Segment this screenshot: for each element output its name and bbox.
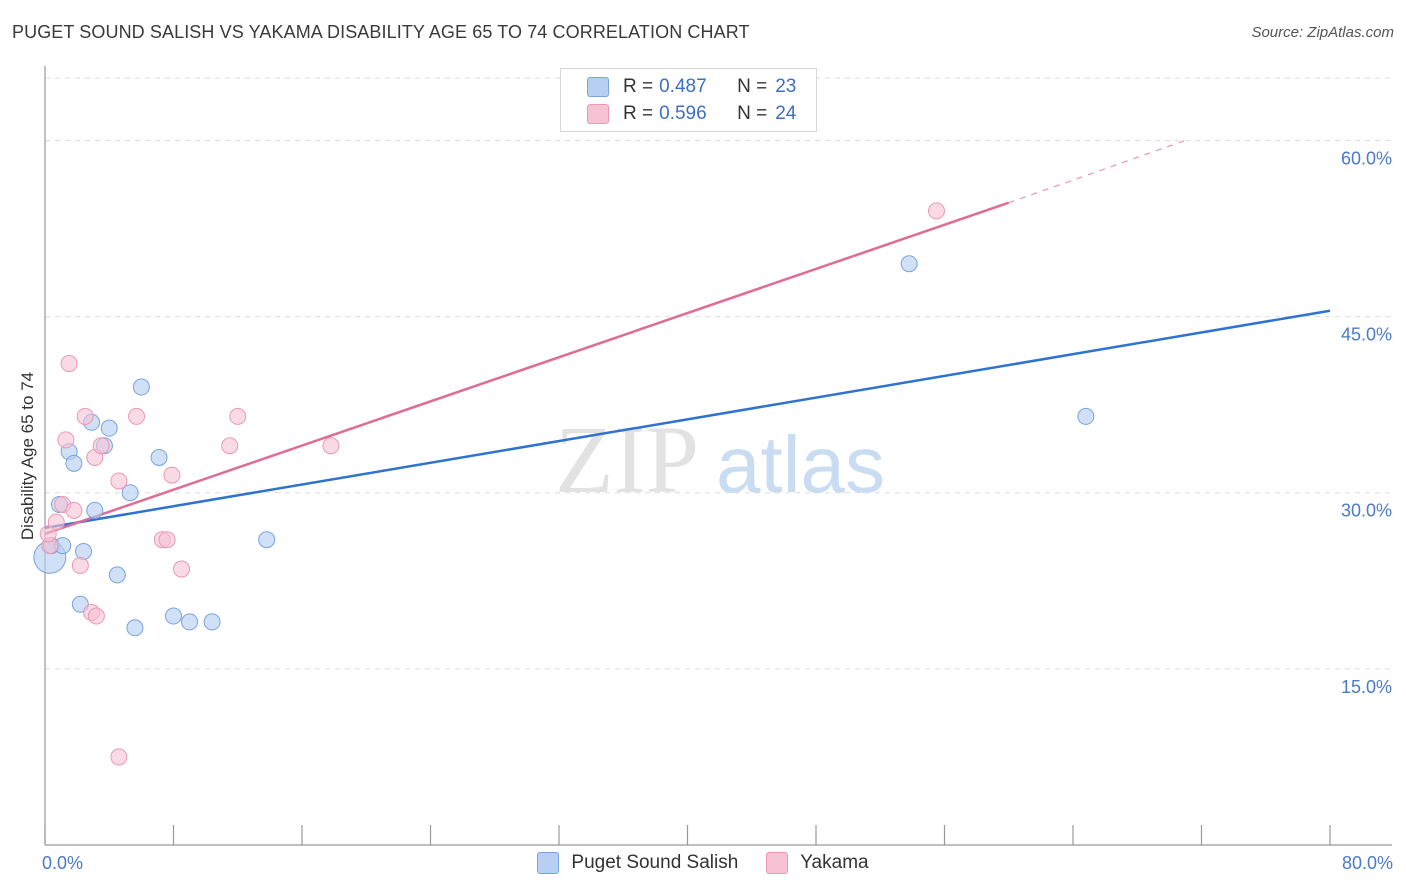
y-tick-label: 30.0% xyxy=(1341,501,1392,521)
watermark: ZIP atlas xyxy=(555,406,885,513)
series-swatch-yakama xyxy=(766,852,789,874)
legend-r-label: R = xyxy=(623,76,654,97)
point-puget xyxy=(165,607,182,625)
legend-r-label: R = xyxy=(623,103,654,124)
point-yakama xyxy=(39,525,57,543)
point-yakama xyxy=(322,437,340,455)
point-puget xyxy=(900,255,918,273)
point-yakama xyxy=(60,355,78,373)
legend-n-label: N = xyxy=(737,103,768,124)
tick-labels: 15.0% 30.0% 45.0% 60.0% 0.0% 80.0% xyxy=(42,148,1393,873)
point-yakama xyxy=(927,202,945,220)
point-puget xyxy=(126,619,144,637)
axes xyxy=(44,66,1392,846)
point-yakama xyxy=(76,407,94,425)
series-swatch-puget xyxy=(537,852,560,874)
grid-lines xyxy=(45,77,1392,670)
y-tick-label: 45.0% xyxy=(1341,325,1392,345)
x-tick-label: 0.0% xyxy=(42,853,83,873)
point-puget xyxy=(150,449,168,466)
y-axis-label: Disability Age 65 to 74 xyxy=(18,372,37,540)
point-yakama xyxy=(221,437,239,455)
point-yakama xyxy=(92,437,110,455)
series-legend-item-yakama[interactable]: Yakama xyxy=(766,852,869,874)
legend-n-value: 23 xyxy=(775,76,797,97)
series-legend: Puget Sound Salish Yakama xyxy=(0,852,1406,874)
legend-swatch-yakama xyxy=(587,104,609,124)
point-puget xyxy=(1077,407,1095,425)
point-yakama xyxy=(47,513,65,531)
point-yakama xyxy=(71,557,89,575)
point-puget xyxy=(121,484,139,502)
legend-n-label: N = xyxy=(737,76,768,97)
point-puget xyxy=(75,542,93,560)
legend: R = 0.487 N = 23 R = 0.596 N = 24 xyxy=(560,68,817,132)
point-puget xyxy=(108,566,126,584)
legend-row-puget: R = 0.487 N = 23 xyxy=(561,74,796,100)
y-tick-label: 60.0% xyxy=(1341,148,1392,168)
legend-row-yakama: R = 0.596 N = 24 xyxy=(561,101,796,127)
trend-line-puget xyxy=(44,309,1331,530)
point-yakama xyxy=(173,560,191,578)
point-puget xyxy=(100,419,118,437)
legend-swatch-puget xyxy=(587,77,609,97)
legend-r-value: 0.487 xyxy=(659,76,707,97)
trend-lines xyxy=(44,139,1331,536)
point-puget xyxy=(258,531,276,549)
point-puget xyxy=(181,613,199,631)
chart-title: PUGET SOUND SALISH VS YAKAMA DISABILITY … xyxy=(12,22,750,42)
point-yakama xyxy=(110,748,128,766)
point-yakama xyxy=(57,431,75,449)
point-yakama xyxy=(163,466,181,484)
series-label-yakama: Yakama xyxy=(800,852,869,873)
series-legend-item-puget[interactable]: Puget Sound Salish xyxy=(537,852,738,874)
data-points xyxy=(33,202,1095,766)
point-yakama xyxy=(65,501,83,519)
series-label-puget: Puget Sound Salish xyxy=(571,852,739,873)
point-yakama xyxy=(158,531,176,549)
y-tick-label: 15.0% xyxy=(1341,677,1392,697)
point-puget xyxy=(65,454,83,472)
point-yakama xyxy=(87,607,105,625)
watermark-zip: ZIP xyxy=(555,406,699,513)
point-puget xyxy=(203,613,221,631)
point-puget xyxy=(86,501,104,519)
trend-line-yakama-extension xyxy=(1008,139,1186,204)
point-yakama xyxy=(110,472,128,490)
point-puget xyxy=(132,378,150,396)
point-yakama xyxy=(229,407,247,425)
point-yakama xyxy=(128,407,146,425)
source-label: Source: ZipAtlas.com xyxy=(1251,24,1394,41)
watermark-atlas: atlas xyxy=(716,420,885,509)
trend-line-yakama xyxy=(44,201,1010,536)
legend-n-value: 24 xyxy=(775,103,797,124)
x-tick-label: 80.0% xyxy=(1342,853,1393,873)
legend-r-value: 0.596 xyxy=(659,103,707,124)
